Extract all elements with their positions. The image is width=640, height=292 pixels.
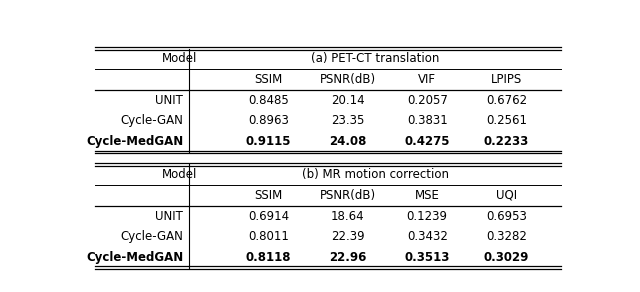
Text: UQI: UQI (496, 189, 517, 202)
Text: 20.14: 20.14 (331, 94, 365, 107)
Text: 0.8485: 0.8485 (248, 94, 289, 107)
Text: (b) MR motion correction: (b) MR motion correction (301, 168, 449, 181)
Text: Model: Model (161, 168, 197, 181)
Text: 0.2233: 0.2233 (484, 135, 529, 148)
Text: SSIM: SSIM (254, 189, 283, 202)
Text: 22.39: 22.39 (331, 230, 365, 243)
Text: 0.3513: 0.3513 (404, 251, 450, 264)
Text: 0.2057: 0.2057 (407, 94, 447, 107)
Text: UNIT: UNIT (156, 210, 183, 223)
Text: LPIPS: LPIPS (491, 73, 522, 86)
Text: 23.35: 23.35 (331, 114, 365, 127)
Text: 18.64: 18.64 (331, 210, 365, 223)
Text: 0.8118: 0.8118 (246, 251, 291, 264)
Text: PSNR(dB): PSNR(dB) (320, 189, 376, 202)
Text: 0.3831: 0.3831 (407, 114, 447, 127)
Text: 0.8011: 0.8011 (248, 230, 289, 243)
Text: 0.2561: 0.2561 (486, 114, 527, 127)
Text: 0.3432: 0.3432 (407, 230, 447, 243)
Text: 0.8963: 0.8963 (248, 114, 289, 127)
Text: MSE: MSE (415, 189, 440, 202)
Text: Model: Model (161, 52, 197, 65)
Text: 0.6762: 0.6762 (486, 94, 527, 107)
Text: 0.9115: 0.9115 (246, 135, 291, 148)
Text: 0.6953: 0.6953 (486, 210, 527, 223)
Text: Cycle-MedGAN: Cycle-MedGAN (86, 251, 183, 264)
Text: 0.3029: 0.3029 (484, 251, 529, 264)
Text: Cycle-MedGAN: Cycle-MedGAN (86, 135, 183, 148)
Text: 24.08: 24.08 (329, 135, 367, 148)
Text: 0.3282: 0.3282 (486, 230, 527, 243)
Text: UNIT: UNIT (156, 94, 183, 107)
Text: PSNR(dB): PSNR(dB) (320, 73, 376, 86)
Text: 0.1239: 0.1239 (406, 210, 448, 223)
Text: 0.4275: 0.4275 (404, 135, 450, 148)
Text: (a) PET-CT translation: (a) PET-CT translation (311, 52, 439, 65)
Text: 0.6914: 0.6914 (248, 210, 289, 223)
Text: VIF: VIF (418, 73, 436, 86)
Text: SSIM: SSIM (254, 73, 283, 86)
Text: Cycle-GAN: Cycle-GAN (120, 114, 183, 127)
Text: Cycle-GAN: Cycle-GAN (120, 230, 183, 243)
Text: 22.96: 22.96 (329, 251, 367, 264)
